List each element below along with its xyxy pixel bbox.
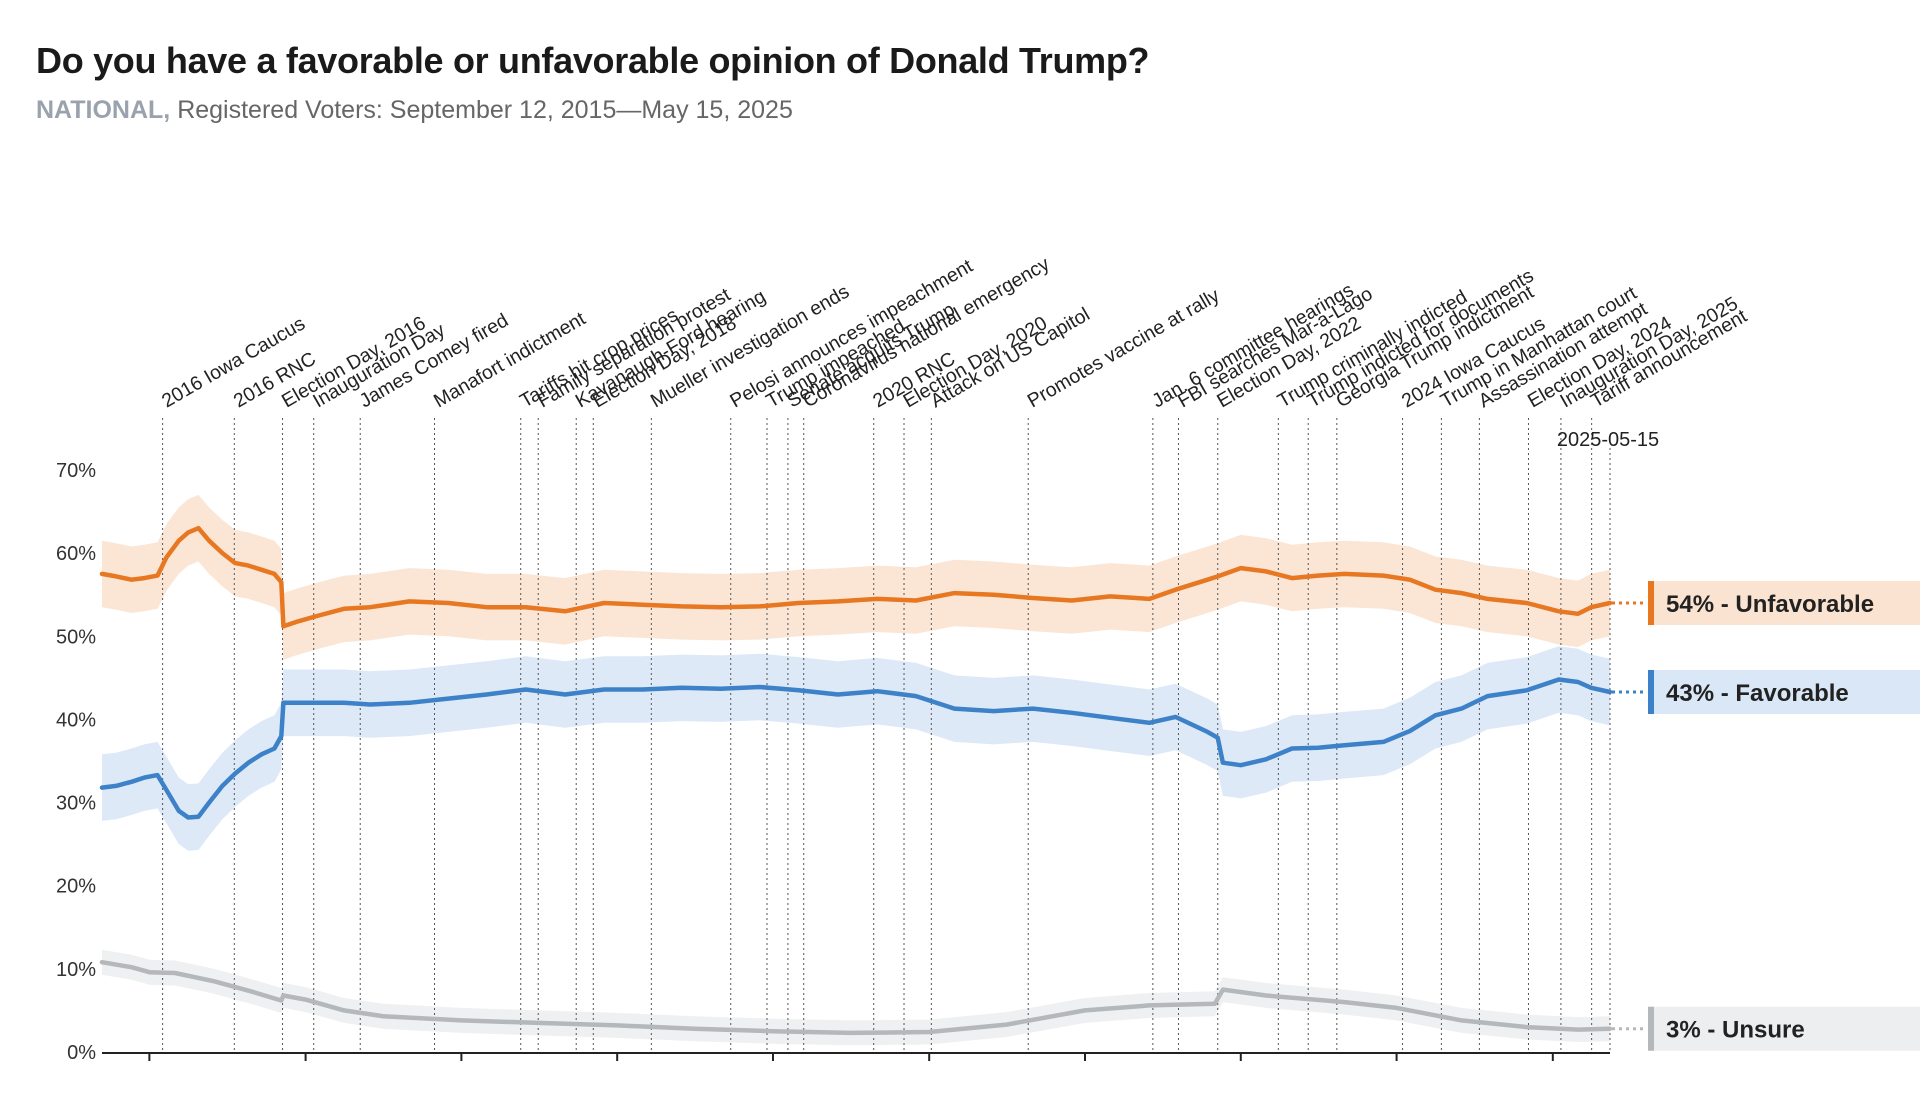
y-tick-label: 60% bbox=[56, 543, 96, 565]
unfavorable-end-label: 54% - Unfavorable bbox=[1666, 591, 1874, 618]
y-tick-label: 0% bbox=[67, 1042, 96, 1064]
unsure-end-label: 3% - Unsure bbox=[1666, 1017, 1805, 1044]
unfavorable-label-bar bbox=[1648, 581, 1654, 626]
favorable-end-label: 43% - Favorable bbox=[1666, 680, 1849, 707]
unsure-label-bar bbox=[1648, 1006, 1654, 1051]
unfavorable-band bbox=[102, 494, 1610, 660]
unfavorable-label-box bbox=[1648, 581, 1920, 626]
end-labels: 54% - Unfavorable 43% - Favorable 3% - Uns… bbox=[1612, 581, 1920, 1051]
subtitle-text: Registered Voters: September 12, 2015—Ma… bbox=[170, 96, 793, 124]
favorable-label-box bbox=[1648, 669, 1920, 714]
y-tick-label: 70% bbox=[56, 460, 96, 482]
unfavorable-line bbox=[99, 525, 1613, 629]
y-tick-label: 20% bbox=[56, 876, 96, 898]
unsure-label-box bbox=[1648, 1006, 1920, 1051]
y-tick-label: 50% bbox=[56, 626, 96, 648]
favorable-label-bar bbox=[1648, 669, 1654, 714]
subtitle-scope: NATIONAL, bbox=[36, 96, 171, 124]
chart-title: Do you have a favorable or unfavorable o… bbox=[36, 40, 1150, 81]
y-tick-label: 10% bbox=[56, 959, 96, 981]
chart-subtitle: NATIONAL, Registered Voters: September 1… bbox=[36, 96, 793, 125]
y-tick-label: 30% bbox=[56, 793, 96, 815]
y-tick-label: 40% bbox=[56, 709, 96, 731]
favorable-band bbox=[102, 646, 1610, 851]
y-axis: 0% 10% 20% 30% 40% 50% 60% 70% bbox=[56, 460, 96, 1064]
latest-date-label: 2025-05-15 bbox=[1557, 429, 1659, 451]
x-axis bbox=[102, 1052, 1610, 1061]
favorable-line bbox=[99, 677, 1613, 820]
unsure-line bbox=[99, 959, 1613, 1036]
series-lines bbox=[99, 525, 1613, 1036]
